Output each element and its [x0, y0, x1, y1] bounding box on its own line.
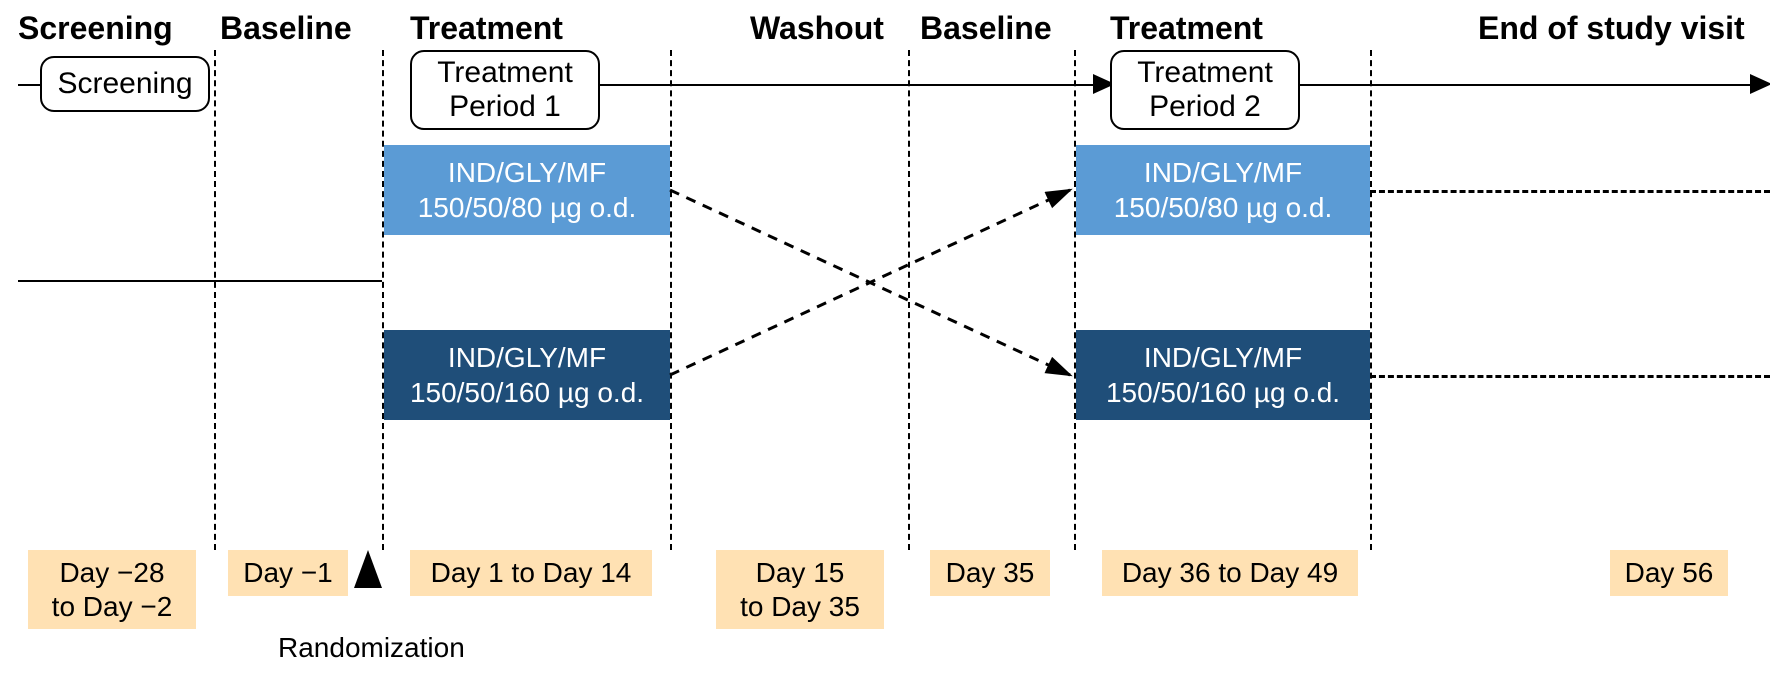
day-screening: Day −28 to Day −2	[28, 550, 196, 629]
day-treatment-2-text: Day 36 to Day 49	[1122, 556, 1338, 590]
after-p2-light-line	[1370, 190, 1770, 193]
day-baseline-2: Day 35	[930, 550, 1050, 596]
day-treatment-2: Day 36 to Day 49	[1102, 550, 1358, 596]
day-screening-l2: to Day −2	[52, 590, 173, 624]
day-end-text: Day 56	[1625, 556, 1714, 590]
day-washout-l2: to Day 35	[740, 590, 860, 624]
randomization-label: Randomization	[278, 632, 465, 664]
day-end: Day 56	[1610, 550, 1728, 596]
day-washout-l1: Day 15	[740, 556, 860, 590]
day-baseline-2-text: Day 35	[946, 556, 1035, 590]
day-baseline-1-text: Day −1	[243, 556, 333, 590]
study-design-diagram: Screening Baseline Treatment Washout Bas…	[10, 10, 1770, 678]
day-treatment-1-text: Day 1 to Day 14	[431, 556, 632, 590]
day-baseline-1: Day −1	[228, 550, 348, 596]
day-treatment-1: Day 1 to Day 14	[410, 550, 652, 596]
day-washout: Day 15 to Day 35	[716, 550, 884, 629]
day-screening-l1: Day −28	[52, 556, 173, 590]
randomization-arrow-icon	[354, 550, 382, 588]
after-p2-dark-line	[1370, 375, 1770, 378]
